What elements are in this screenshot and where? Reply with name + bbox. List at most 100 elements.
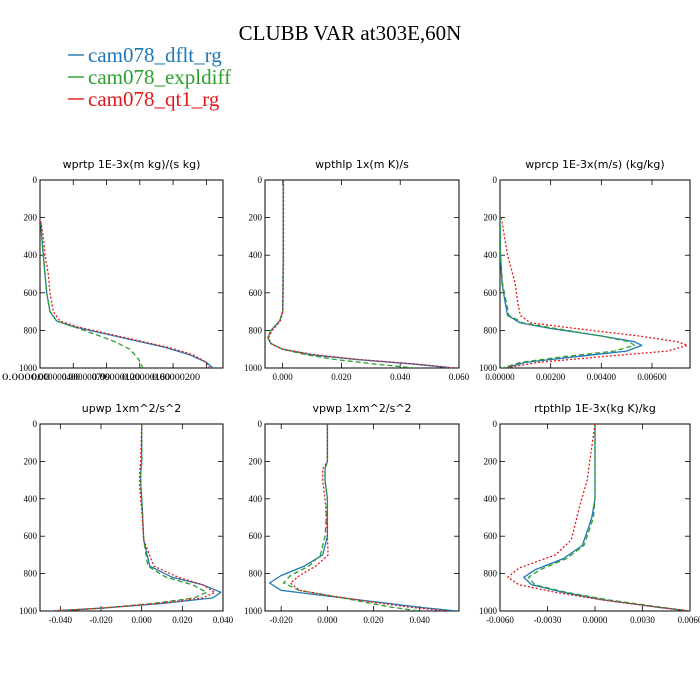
series-line-1-2	[267, 180, 457, 368]
ytick-label-5-3: 600	[484, 531, 498, 541]
panel-3: upwp 1xm^2/s^2 0 200 400 600 800 1000 -0.040 -0.…	[19, 402, 234, 625]
panel-1: wpthlp 1x(m K)/s 0 200 400 600 800 1000 0.000 0.…	[244, 158, 470, 382]
xtick-label-2-1: 0.00200	[536, 372, 566, 382]
series-line-1-1	[267, 180, 415, 368]
ytick-label-4-3: 600	[249, 531, 263, 541]
ytick-label-2-0: 0	[493, 175, 498, 185]
series-line-3-2	[52, 424, 216, 611]
xtick-label-1-3: 0.060	[449, 372, 470, 382]
panel-title-2: wprcp 1E-3x(m/s) (kg/kg)	[525, 158, 664, 171]
ytick-label-0-1: 200	[24, 213, 38, 223]
xtick-label-5-0: -0.0060	[486, 615, 514, 625]
ytick-label-0-2: 400	[24, 250, 38, 260]
panel-title-1: wpthlp 1x(m K)/s	[315, 158, 409, 171]
ytick-label-1-3: 600	[249, 288, 263, 298]
panel-title-3: upwp 1xm^2/s^2	[82, 402, 182, 415]
series-line-2-1	[500, 217, 635, 368]
xtick-label-5-3: 0.0030	[630, 615, 655, 625]
ytick-label-4-5: 1000	[244, 606, 263, 616]
ytick-label-2-1: 200	[484, 213, 498, 223]
ytick-label-3-3: 600	[24, 531, 38, 541]
xtick-label-0-1: 0.000000400	[32, 372, 81, 382]
panel-title-5: rtpthlp 1E-3x(kg K)/kg	[534, 402, 656, 415]
panel-0: wprtp 1E-3x(m kg)/(s kg) 0 200 400 600 800 100…	[2, 158, 224, 382]
ytick-label-5-0: 0	[493, 419, 498, 429]
ytick-label-3-5: 1000	[19, 606, 38, 616]
legend-entry-0: cam078_dflt_rg	[88, 43, 222, 67]
xtick-label-0-5: 0.00000200	[152, 372, 201, 382]
ytick-label-2-5: 1000	[479, 363, 498, 373]
ytick-label-2-4: 800	[484, 325, 498, 335]
xtick-label-1-1: 0.020	[331, 372, 352, 382]
ytick-label-4-0: 0	[258, 419, 263, 429]
series-line-2-0	[500, 217, 643, 368]
series-line-4-2	[289, 424, 448, 611]
panel-5: rtpthlp 1E-3x(kg K)/kg 0 200 400 600 800 1000-…	[479, 402, 700, 625]
xtick-label-3-0: -0.040	[49, 615, 73, 625]
ytick-label-3-4: 800	[24, 569, 38, 579]
ytick-label-0-5: 1000	[19, 363, 38, 373]
xtick-label-2-0: 0.00000	[485, 372, 515, 382]
panel-title-4: vpwp 1xm^2/s^2	[312, 402, 411, 415]
panel-2: wprcp 1E-3x(m/s) (kg/kg) 0 200 400 600 800 100…	[479, 158, 691, 382]
legend: cam078_dflt_rgcam078_expldiffcam078_qt1_…	[68, 43, 231, 111]
ytick-label-4-1: 200	[249, 456, 263, 466]
plot-frame-1	[264, 179, 460, 369]
ytick-label-1-1: 200	[249, 213, 263, 223]
ytick-label-1-4: 800	[249, 325, 263, 335]
xtick-label-5-2: 0.0000	[583, 615, 608, 625]
xtick-label-1-0: 0.000	[273, 372, 294, 382]
ytick-label-2-2: 400	[484, 250, 498, 260]
figure-title: CLUBB VAR at303E,60N	[239, 21, 462, 45]
series-line-5-2	[507, 424, 690, 611]
plot-frame-2	[499, 179, 691, 369]
panels: wprtp 1E-3x(m kg)/(s kg) 0 200 400 600 800 100…	[2, 158, 700, 625]
ytick-label-3-1: 200	[24, 456, 38, 466]
series-line-0-2	[40, 221, 211, 368]
ytick-label-1-0: 0	[258, 175, 263, 185]
series-line-4-0	[268, 424, 457, 611]
xtick-label-3-1: -0.020	[89, 615, 113, 625]
series-line-2-2	[500, 217, 689, 368]
legend-entry-2: cam078_qt1_rg	[88, 87, 220, 111]
ytick-label-1-2: 400	[249, 250, 263, 260]
series-line-4-1	[282, 424, 420, 611]
series-line-5-0	[523, 424, 690, 611]
xtick-label-4-3: 0.040	[410, 615, 431, 625]
ytick-label-0-3: 600	[24, 288, 38, 298]
ytick-label-5-4: 800	[484, 569, 498, 579]
series-line-0-1	[40, 221, 144, 368]
series-line-5-1	[527, 424, 690, 611]
ytick-label-1-5: 1000	[244, 363, 263, 373]
ytick-label-3-2: 400	[24, 494, 38, 504]
xtick-label-3-4: 0.040	[213, 615, 234, 625]
ytick-label-2-3: 600	[484, 288, 498, 298]
ytick-label-3-0: 0	[33, 419, 38, 429]
ytick-label-5-2: 400	[484, 494, 498, 504]
xtick-label-3-2: 0.000	[132, 615, 153, 625]
panel-4: vpwp 1xm^2/s^2 0 200 400 600 800 1000 -0.020 0.0…	[244, 402, 460, 625]
series-line-0-0	[40, 221, 214, 368]
ytick-label-4-2: 400	[249, 494, 263, 504]
legend-entry-1: cam078_expldiff	[88, 65, 231, 89]
xtick-label-0-4: 0.00000160	[122, 372, 171, 382]
xtick-label-2-3: 0.00600	[637, 372, 667, 382]
xtick-label-0-3: 0.00000120	[92, 372, 141, 382]
xtick-label-1-2: 0.040	[390, 372, 411, 382]
ytick-label-0-4: 800	[24, 325, 38, 335]
xtick-label-4-1: 0.000	[317, 615, 338, 625]
ytick-label-5-5: 1000	[479, 606, 498, 616]
plot-frame-4	[264, 423, 460, 612]
series-line-3-1	[56, 424, 208, 611]
series-line-1-0	[267, 180, 454, 368]
ytick-label-5-1: 200	[484, 456, 498, 466]
plot-frame-3	[39, 423, 224, 612]
xtick-label-4-2: 0.020	[363, 615, 384, 625]
ytick-label-0-0: 0	[33, 175, 38, 185]
xtick-label-2-2: 0.00400	[587, 372, 617, 382]
xtick-label-0-0: 0.000000	[2, 372, 51, 382]
xtick-label-3-3: 0.020	[172, 615, 193, 625]
ytick-label-4-4: 800	[249, 569, 263, 579]
xtick-label-0-2: 0.000000799	[62, 372, 111, 382]
